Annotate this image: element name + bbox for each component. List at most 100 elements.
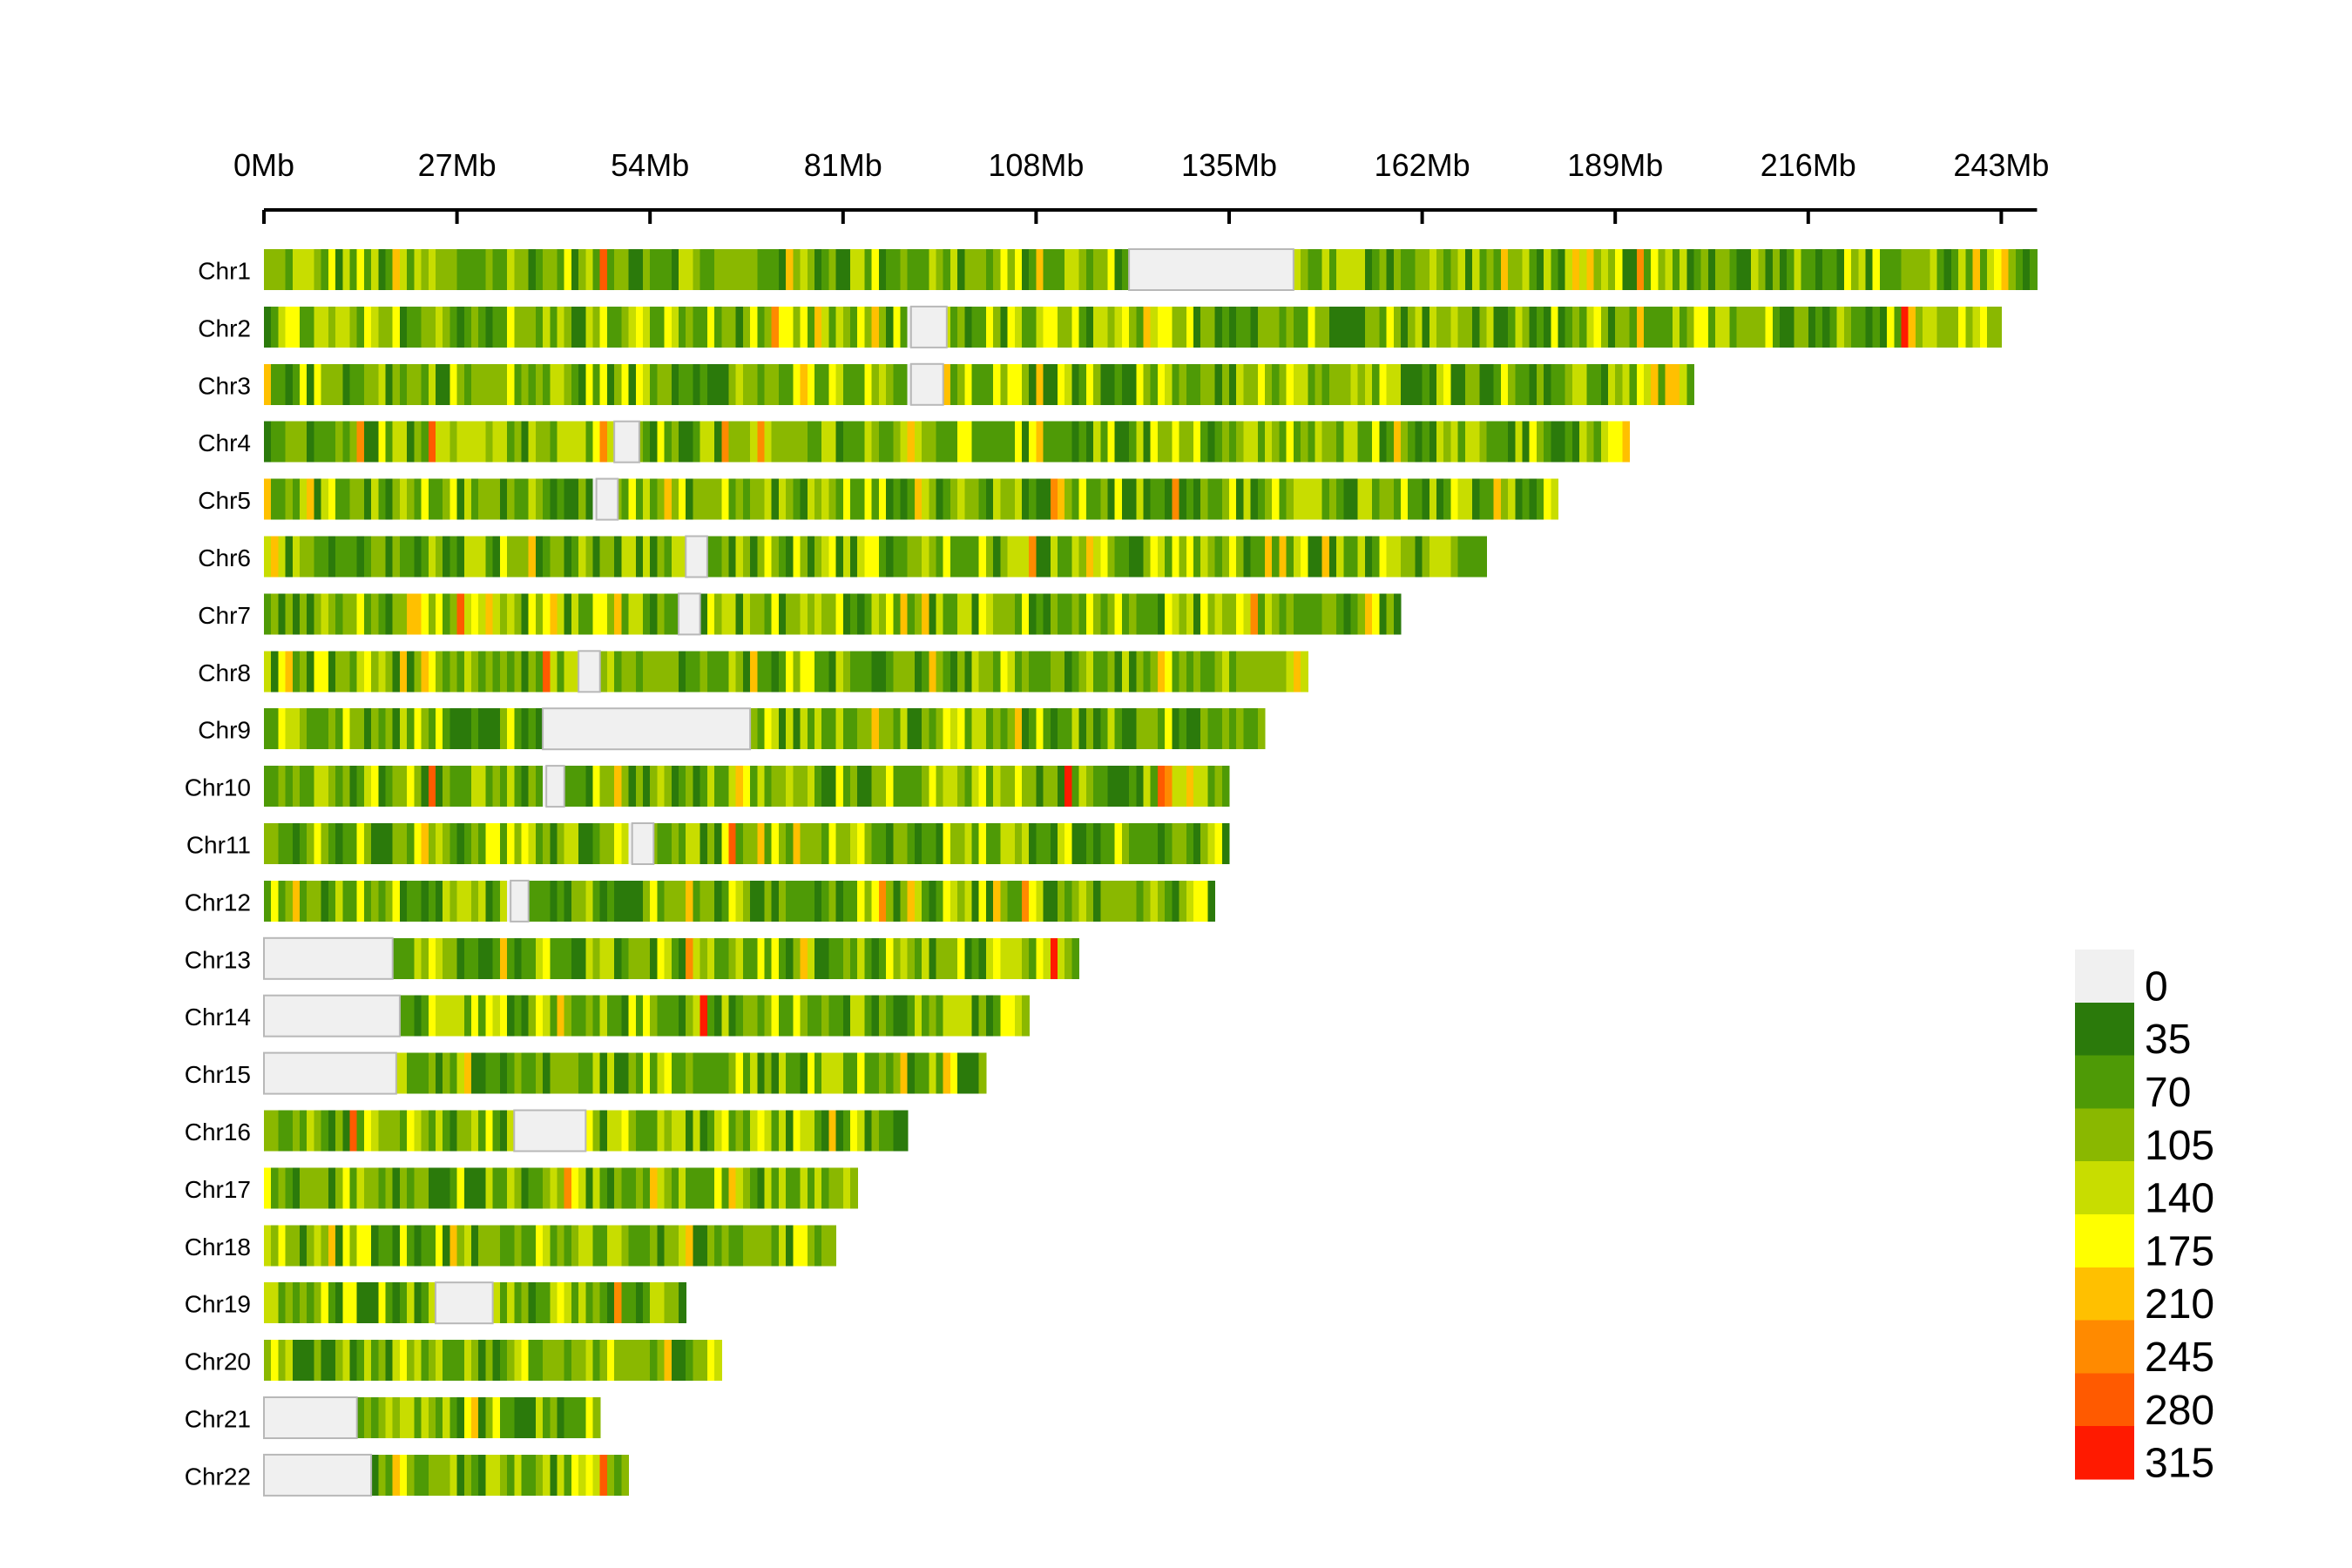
density-bin bbox=[936, 593, 944, 635]
density-bin bbox=[392, 651, 401, 693]
density-bin bbox=[1357, 593, 1366, 635]
density-bin bbox=[1229, 363, 1237, 405]
density-bin bbox=[1286, 478, 1294, 520]
density-bin bbox=[492, 478, 501, 520]
density-bin bbox=[778, 937, 787, 979]
density-bin bbox=[1515, 306, 1524, 348]
density-bin bbox=[800, 880, 808, 922]
density-bin bbox=[700, 306, 708, 348]
density-bin bbox=[1078, 249, 1087, 290]
density-bin bbox=[606, 1340, 615, 1382]
density-bin bbox=[557, 478, 565, 520]
density-bin bbox=[1865, 249, 1874, 290]
density-bin bbox=[1193, 651, 1201, 693]
density-bin bbox=[664, 536, 672, 578]
density-bin bbox=[735, 1110, 744, 1152]
density-bin bbox=[1364, 421, 1373, 463]
density-bin bbox=[657, 1052, 666, 1094]
density-bin bbox=[878, 995, 887, 1037]
density-bin bbox=[1221, 766, 1230, 808]
density-bin bbox=[821, 1052, 829, 1094]
density-bin bbox=[599, 1167, 608, 1209]
density-bin bbox=[1214, 593, 1223, 635]
density-bin bbox=[399, 363, 408, 405]
density-bin bbox=[1279, 306, 1288, 348]
density-bin bbox=[1186, 708, 1194, 750]
density-bin bbox=[278, 823, 287, 864]
density-bin bbox=[557, 593, 565, 635]
density-bin bbox=[2008, 249, 2017, 290]
density-bin bbox=[850, 823, 858, 864]
density-bin bbox=[1393, 306, 1402, 348]
density-bin bbox=[349, 249, 358, 290]
density-bin bbox=[1007, 593, 1016, 635]
density-bin bbox=[1200, 593, 1208, 635]
density-bin bbox=[950, 306, 958, 348]
density-bin bbox=[264, 421, 272, 463]
density-bin bbox=[1743, 306, 1752, 348]
density-bin bbox=[978, 766, 987, 808]
density-bin bbox=[514, 766, 523, 808]
density-bin bbox=[1121, 363, 1130, 405]
density-bin bbox=[449, 1397, 458, 1438]
density-bin bbox=[936, 536, 944, 578]
density-bin bbox=[886, 766, 894, 808]
density-bin bbox=[635, 478, 644, 520]
density-bin bbox=[943, 880, 951, 922]
density-bin bbox=[1558, 421, 1566, 463]
density-bin bbox=[764, 249, 773, 290]
density-bin bbox=[943, 766, 951, 808]
density-bin bbox=[335, 1225, 343, 1267]
density-bin bbox=[1221, 363, 1230, 405]
density-bin bbox=[1021, 880, 1030, 922]
density-bin bbox=[1193, 766, 1201, 808]
chromosome-row: Chr9 bbox=[198, 707, 1266, 751]
density-bin bbox=[1422, 421, 1430, 463]
density-bin bbox=[679, 880, 686, 922]
density-bin bbox=[571, 995, 579, 1037]
density-bin bbox=[1551, 363, 1559, 405]
density-bin bbox=[421, 1110, 429, 1152]
density-bin bbox=[521, 1397, 530, 1438]
density-bin bbox=[900, 1110, 909, 1152]
density-bin bbox=[878, 708, 887, 750]
density-bin bbox=[1272, 421, 1281, 463]
density-bin bbox=[557, 421, 565, 463]
density-bin bbox=[1379, 306, 1388, 348]
density-bin bbox=[728, 1052, 737, 1094]
density-bin bbox=[1422, 536, 1430, 578]
density-bin bbox=[435, 1454, 443, 1496]
density-bin bbox=[471, 1454, 479, 1496]
density-bin bbox=[492, 1397, 501, 1438]
density-bin bbox=[1894, 306, 1903, 348]
density-bin bbox=[392, 1397, 401, 1438]
density-bin bbox=[564, 1167, 572, 1209]
density-bin bbox=[1321, 593, 1330, 635]
density-bin bbox=[1579, 421, 1587, 463]
density-bin bbox=[1443, 478, 1452, 520]
density-bin bbox=[349, 593, 358, 635]
density-bin bbox=[1544, 363, 1551, 405]
density-bin bbox=[728, 937, 737, 979]
density-bin bbox=[363, 363, 372, 405]
density-bin bbox=[564, 536, 572, 578]
density-bin bbox=[864, 478, 873, 520]
density-bin bbox=[957, 1052, 965, 1094]
density-bin bbox=[893, 708, 902, 750]
density-bin bbox=[1286, 651, 1294, 693]
density-bin bbox=[714, 823, 722, 864]
density-bin bbox=[1479, 536, 1488, 578]
density-bin bbox=[950, 1052, 958, 1094]
density-bin bbox=[621, 1052, 630, 1094]
density-bin bbox=[463, 823, 472, 864]
density-bin bbox=[842, 995, 851, 1037]
density-bin bbox=[1586, 363, 1595, 405]
density-bin bbox=[621, 995, 630, 1037]
density-bin bbox=[1994, 249, 2002, 290]
density-bin bbox=[693, 766, 701, 808]
density-bin bbox=[757, 363, 766, 405]
density-bin bbox=[914, 249, 923, 290]
density-bin bbox=[964, 823, 973, 864]
density-bin bbox=[578, 823, 586, 864]
density-bin bbox=[264, 1225, 272, 1267]
